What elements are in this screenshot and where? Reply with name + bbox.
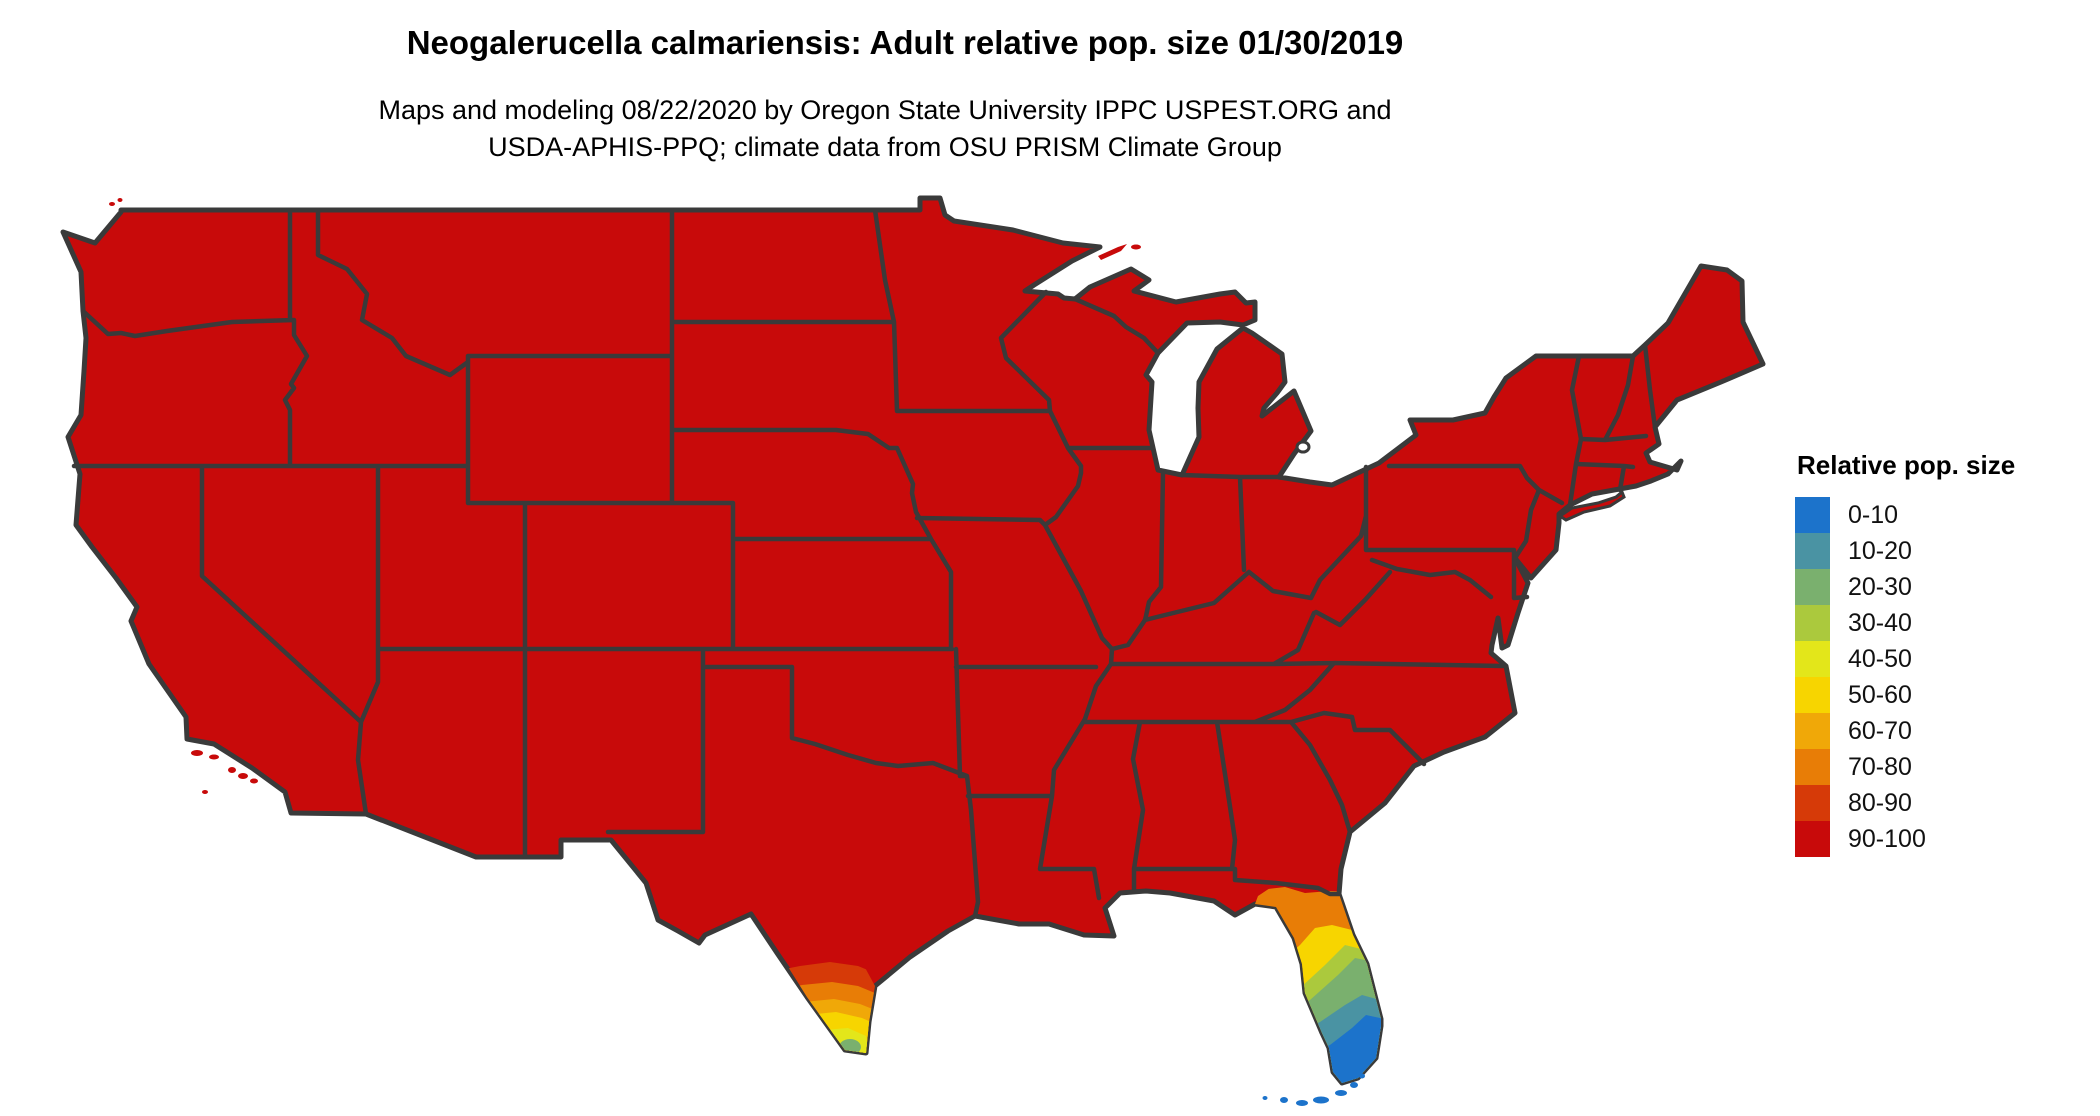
- legend-swatch: [1795, 821, 1830, 857]
- island-dot: [117, 198, 123, 202]
- legend-item: 80-90: [1795, 785, 2095, 821]
- legend-item: 20-30: [1795, 569, 2095, 605]
- florida-band-0-10: [1255, 1015, 1381, 1083]
- legend-swatch: [1795, 641, 1830, 677]
- channel-island-dot: [209, 754, 219, 760]
- map-subtitle: Maps and modeling 08/22/2020 by Oregon S…: [378, 92, 1391, 166]
- island-dot: [109, 202, 115, 206]
- legend-swatch: [1795, 713, 1830, 749]
- legend-item: 70-80: [1795, 749, 2095, 785]
- channel-island-dot: [238, 773, 248, 779]
- header: Neogalerucella calmariensis: Adult relat…: [407, 24, 1404, 62]
- isle-royale-dot: [1131, 244, 1141, 250]
- legend-item: 30-40: [1795, 605, 2095, 641]
- subtitle-line-2: USDA-APHIS-PPQ; climate data from OSU PR…: [488, 132, 1282, 162]
- keys-dot: [1313, 1096, 1329, 1104]
- legend: Relative pop. size 0-10 10-20 20-30 30-40 40…: [1795, 450, 2095, 857]
- legend-swatch: [1795, 497, 1830, 533]
- legend-swatch: [1795, 605, 1830, 641]
- legend-label: 70-80: [1848, 753, 1912, 781]
- florida-keys: [1262, 1073, 1365, 1106]
- lake-st-clair: [1295, 440, 1311, 454]
- legend-swatch: [1795, 677, 1830, 713]
- channel-islands: [191, 750, 258, 794]
- us-land: [60, 195, 1766, 1086]
- legend-item: 60-70: [1795, 713, 2095, 749]
- channel-island-dot: [191, 750, 203, 756]
- channel-island-dot: [202, 790, 208, 794]
- isle-royale: [1098, 244, 1141, 260]
- keys-dot: [1280, 1097, 1288, 1103]
- long-island: [1557, 489, 1626, 522]
- florida-gradient: [1255, 887, 1381, 1083]
- subtitle-line-1: Maps and modeling 08/22/2020 by Oregon S…: [378, 95, 1392, 125]
- legend-item: 90-100: [1795, 821, 2095, 857]
- legend-item: 50-60: [1795, 677, 2095, 713]
- map-title: Neogalerucella calmariensis: Adult relat…: [406, 24, 1404, 61]
- keys-dot: [1262, 1096, 1268, 1100]
- legend-item: 40-50: [1795, 641, 2095, 677]
- legend-label: 30-40: [1848, 609, 1912, 637]
- legend-label: 10-20: [1848, 537, 1912, 565]
- keys-dot: [1359, 1073, 1365, 1079]
- legend-label: 90-100: [1848, 825, 1926, 853]
- channel-island-dot: [250, 778, 258, 784]
- legend-item: 0-10: [1795, 497, 2095, 533]
- legend-label: 40-50: [1848, 645, 1912, 673]
- keys-dot: [1296, 1100, 1308, 1106]
- san-juan-islands: [109, 198, 123, 206]
- channel-island-dot: [228, 767, 236, 773]
- legend-item: 10-20: [1795, 533, 2095, 569]
- isle-royale-shape: [1098, 244, 1127, 260]
- legend-label: 20-30: [1848, 573, 1912, 601]
- legend-rows: 0-10 10-20 20-30 30-40 40-50 50-60 60-70 70-80 8…: [1795, 497, 2095, 857]
- legend-label: 0-10: [1848, 501, 1899, 529]
- legend-swatch: [1795, 533, 1830, 569]
- legend-label: 50-60: [1848, 681, 1912, 709]
- legend-label: 80-90: [1848, 789, 1912, 817]
- keys-dot: [1350, 1082, 1358, 1088]
- legend-title: Relative pop. size: [1797, 450, 2016, 480]
- legend-label: 60-70: [1848, 717, 1912, 745]
- legend-swatch: [1795, 569, 1830, 605]
- legend-swatch: [1795, 749, 1830, 785]
- keys-dot: [1335, 1090, 1347, 1096]
- state-borders: [71, 207, 1658, 919]
- texas-gradient: [785, 962, 875, 1053]
- legend-swatch: [1795, 785, 1830, 821]
